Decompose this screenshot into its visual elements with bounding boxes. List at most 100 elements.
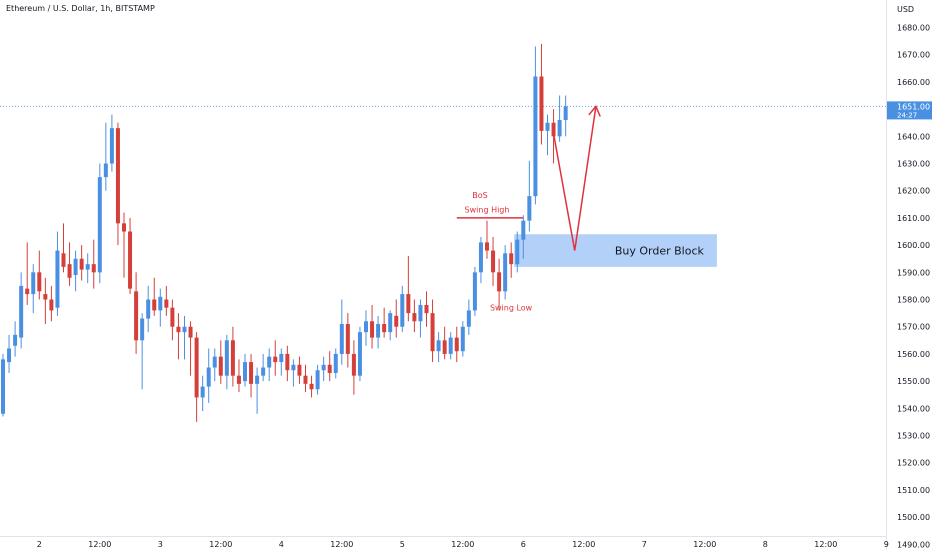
- candle-body: [67, 264, 72, 278]
- candle: [7, 334, 12, 373]
- candle: [230, 326, 235, 387]
- candle-body: [218, 356, 223, 376]
- candle-body: [109, 128, 114, 164]
- candle-body: [491, 250, 496, 273]
- order-block-layer: Buy Order Block: [514, 234, 717, 267]
- candle-body: [472, 272, 477, 311]
- candle-body: [303, 375, 308, 384]
- candle: [267, 348, 272, 382]
- price-tick-label: 1540.00: [897, 404, 930, 413]
- candle-body: [152, 299, 157, 311]
- time-tick-label: 12:00: [451, 540, 474, 549]
- candle: [394, 299, 399, 338]
- time-tick-label: 2: [37, 540, 42, 549]
- price-tick-label: 1520.00: [897, 459, 930, 468]
- price-tick-label: 1610.00: [897, 214, 930, 223]
- candle-body: [55, 250, 60, 308]
- price-tick-label: 1490.00: [897, 540, 930, 549]
- candle-body: [249, 362, 254, 384]
- candle: [79, 245, 84, 281]
- price-axis[interactable]: USD1680.001670.001660.001650.001640.0016…: [887, 5, 932, 549]
- candle-body: [97, 177, 102, 273]
- time-tick-label: 7: [642, 540, 647, 549]
- candle: [67, 242, 72, 286]
- candle-body: [382, 324, 387, 333]
- candle: [13, 321, 18, 357]
- candle-body: [170, 307, 175, 327]
- candle-body: [85, 264, 90, 270]
- candle: [388, 310, 393, 341]
- buy-order-block-zone: [514, 234, 717, 267]
- candle: [563, 95, 568, 137]
- candle-body: [400, 294, 405, 327]
- last-price-badge: [887, 101, 932, 120]
- time-tick-label: 12:00: [693, 540, 716, 549]
- candle: [491, 236, 496, 286]
- candle: [243, 353, 247, 387]
- candle-body: [206, 367, 211, 387]
- candle: [182, 315, 187, 360]
- swing-high-label: Swing High: [465, 206, 510, 215]
- candle-body: [285, 353, 290, 371]
- chart-header: Ethereum / U.S. Dollar, 1h, BITSTAMP: [6, 4, 155, 13]
- candle: [364, 310, 368, 346]
- candle-body: [376, 324, 381, 338]
- candle: [497, 258, 502, 311]
- candle-body: [37, 272, 42, 292]
- candles-layer: [1, 43, 568, 422]
- candle-body: [73, 258, 78, 276]
- last-price-value: 1651.00: [897, 102, 930, 111]
- time-axis[interactable]: 2 12:00 3 12:00 4 12:00 5 12:00 6 12:00 7 12:00 8 12:…: [37, 540, 889, 549]
- price-tick-label: 1630.00: [897, 160, 930, 169]
- candle-body: [1, 359, 5, 414]
- candle: [249, 353, 254, 398]
- candle: [533, 46, 538, 205]
- time-tick-label: 12:00: [814, 540, 837, 549]
- candle-body: [164, 299, 169, 308]
- candle: [122, 212, 126, 278]
- candle: [152, 277, 157, 316]
- candle-body: [128, 231, 133, 289]
- price-tick-label: 1500.00: [897, 513, 930, 522]
- candle-body: [230, 340, 235, 376]
- candle: [97, 163, 102, 284]
- candle: [255, 367, 260, 414]
- candle: [164, 285, 169, 316]
- candle-body: [333, 353, 338, 373]
- candle: [73, 250, 78, 292]
- candle-body: [267, 356, 272, 368]
- candle: [297, 356, 302, 384]
- candle: [327, 351, 332, 382]
- candle: [91, 239, 96, 289]
- candle: [539, 43, 544, 145]
- time-tick-label: 4: [279, 540, 284, 549]
- price-tick-label: 1680.00: [897, 24, 930, 33]
- price-tick-label: 1570.00: [897, 323, 930, 332]
- buy-order-block-label: Buy Order Block: [615, 245, 705, 258]
- candle: [61, 223, 66, 273]
- candle-body: [7, 348, 12, 363]
- candle-body: [297, 364, 302, 376]
- time-tick-label: 6: [521, 540, 526, 549]
- candle-body: [279, 353, 284, 363]
- candle-body: [533, 76, 538, 197]
- candle: [49, 285, 54, 322]
- candle: [194, 332, 199, 422]
- candle-body: [236, 375, 241, 384]
- candle: [376, 315, 381, 349]
- candle-body: [478, 242, 483, 273]
- candle: [382, 307, 387, 338]
- candle: [55, 231, 60, 316]
- candle: [418, 299, 423, 338]
- time-tick-label: 12:00: [572, 540, 595, 549]
- candle-body: [339, 324, 344, 354]
- candle: [1, 353, 5, 417]
- candle: [521, 215, 526, 259]
- candle: [315, 364, 320, 395]
- candle-body: [364, 321, 368, 333]
- time-tick-label: 12:00: [330, 540, 353, 549]
- candle: [436, 332, 441, 363]
- candle-body: [122, 223, 126, 232]
- price-axis-unit: USD: [897, 5, 914, 14]
